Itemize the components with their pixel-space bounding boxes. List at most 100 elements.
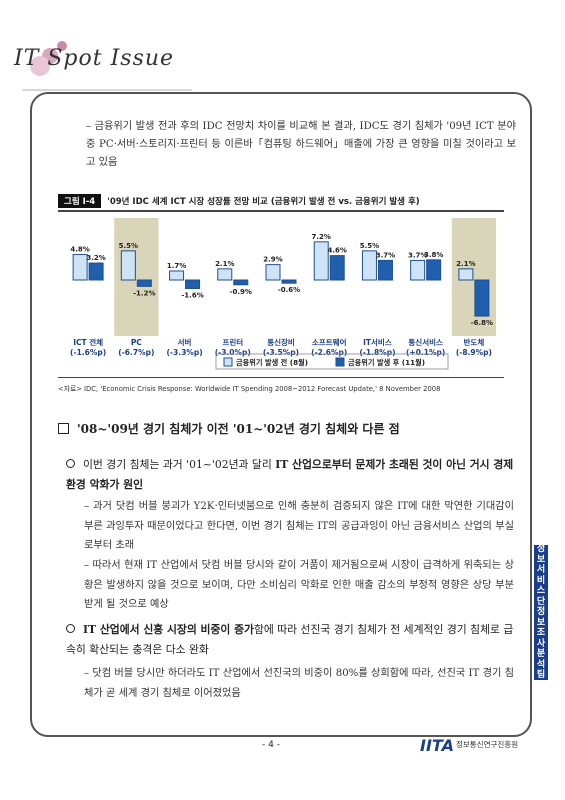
category-label: 프린터 <box>222 337 243 347</box>
section-heading-text: '08~'09년 경기 침체가 이전 '01~'02년 경기 침체와 다른 점 <box>77 422 400 436</box>
dash-3: – 닷컴 버블 당시만 하더라도 IT 산업에서 선진국의 비중이 80%를 상… <box>84 668 514 699</box>
dash-2: – 따라서 현재 IT 산업에서 닷컴 버블 당시와 같이 거품이 제거됨으로써… <box>84 560 514 610</box>
bar <box>458 268 474 281</box>
category-change: (+0.1%p) <box>406 348 445 357</box>
circle-bullet-icon <box>66 459 75 468</box>
side-tab-char: 정 <box>536 544 546 555</box>
point-1-bold: IT 산업으로부터 문제가 초래된 것이 아닌 거시 경제 환경 악화가 원인 <box>66 458 514 491</box>
data-label: 2.1% <box>456 260 475 268</box>
category-change: (-3.0%p) <box>215 348 251 357</box>
content-frame <box>30 92 532 737</box>
side-tab-char: 정 <box>536 607 546 618</box>
side-tab-char: 단 <box>536 596 546 607</box>
side-tab-char: 보 <box>536 554 546 565</box>
bar <box>377 259 393 281</box>
circle-bullet-icon <box>66 624 75 633</box>
side-tab-char: 스 <box>536 586 546 597</box>
category-label: 서버 <box>178 337 192 347</box>
category-change: (-1.6%p) <box>70 348 106 357</box>
figure-top-rule <box>58 210 504 212</box>
figure-caption: '09년 IDC 세계 ICT 시장 성장률 전망 비교 (금융위기 발생 전 … <box>107 197 420 207</box>
category-change: (-3.3%p) <box>166 348 202 357</box>
figure-title: 그림 Ⅰ-4 '09년 IDC 세계 ICT 시장 성장률 전망 비교 (금융위… <box>58 193 504 209</box>
side-tab-char: 사 <box>536 638 546 649</box>
data-label: 1.7% <box>167 262 186 270</box>
category-label: 통신장비 <box>267 337 295 347</box>
bar <box>185 279 201 289</box>
data-label: -1.6% <box>181 291 203 299</box>
category-change: (-1.8%p) <box>359 348 395 357</box>
category-label: 통신서비스 <box>408 337 443 347</box>
data-label: -0.9% <box>230 288 252 296</box>
side-tab-char: 서 <box>536 565 546 576</box>
figure-label: 그림 Ⅰ-4 <box>58 194 102 208</box>
category-change: (-2.6%p) <box>311 348 347 357</box>
dash-1: – 과거 닷컴 버블 붕괴가 Y2K·인터넷붐으로 인해 충분히 검증되지 않은… <box>84 501 514 551</box>
category-label: ICT 전체 <box>73 337 103 347</box>
bar <box>329 255 345 281</box>
point-1-text: 이번 경기 침체는 과거 '01~'02년과 달리 <box>83 458 276 471</box>
figure-bottom-rule <box>58 377 504 378</box>
point-2: IT 산업에서 신흥 시장의 비중이 증가함에 따라 선진국 경기 침체가 전 … <box>66 620 514 660</box>
side-tab-char: 분 <box>536 649 546 660</box>
data-label: 3.8% <box>424 251 443 259</box>
data-label: 7.2% <box>312 233 331 241</box>
data-label: -0.6% <box>278 286 300 294</box>
category-change: (-8.9%p) <box>456 348 492 357</box>
logo-text: IT Spot Issue <box>14 46 175 71</box>
legend-box <box>215 353 449 370</box>
bar <box>426 259 442 281</box>
bar <box>120 250 136 281</box>
bar <box>281 279 297 284</box>
data-label: 4.6% <box>328 247 347 255</box>
bar <box>313 241 329 281</box>
data-label: 2.1% <box>215 260 234 268</box>
data-label: 3.2% <box>86 254 105 262</box>
bar <box>361 250 377 281</box>
bar <box>233 279 249 286</box>
legend-label: 금융위기 발생 전 (8월) <box>236 358 308 367</box>
footer-logo: IITA <box>420 736 454 755</box>
footer-org: 정보통신연구진흥원 <box>456 740 519 749</box>
section-heading: '08~'09년 경기 침체가 이전 '01~'02년 경기 침체와 다른 점 <box>58 420 400 437</box>
bar <box>136 279 152 287</box>
growth-comparison-chart: 4.8%3.2% ICT 전체(-1.6%p) 5.5% -1.2% PC(-6.7%p… <box>70 218 496 370</box>
square-bullet-icon <box>58 423 69 434</box>
intro-paragraph: – 금융위기 발생 전과 후의 IDC 전망치 차이를 비교해 본 결과, ID… <box>86 121 516 168</box>
side-tab-char: 비 <box>536 575 546 586</box>
bar <box>265 264 281 281</box>
point-1: 이번 경기 침체는 과거 '01~'02년과 달리 IT 산업으로부터 문제가 … <box>66 455 514 495</box>
bar <box>217 268 233 281</box>
legend-swatch <box>223 357 233 367</box>
data-label: -6.8% <box>471 319 493 327</box>
figure-source: <자료> IDC, 'Economic Crisis Response: Wor… <box>58 385 441 393</box>
category-label: PC <box>131 338 142 347</box>
legend-label: 금융위기 발생 후 (11월) <box>348 358 425 367</box>
category-label: 반도체 <box>464 337 485 347</box>
legend-swatch <box>335 357 345 367</box>
point-2-bold: IT 산업에서 신흥 시장의 비중이 증가 <box>83 623 254 636</box>
bar <box>410 259 426 281</box>
data-label: -1.2% <box>133 289 155 297</box>
bar <box>72 254 88 281</box>
side-tab-char: 조 <box>536 628 546 639</box>
bar <box>88 262 104 281</box>
side-tab-char: 보 <box>536 617 546 628</box>
data-label: 3.7% <box>376 251 395 259</box>
point-2-text: 함에 따라 선진국 경기 침체가 전 세계적인 경기 침체로 급속히 확산되는 … <box>66 623 514 656</box>
data-label: 4.8% <box>70 246 89 254</box>
data-label: 2.9% <box>263 256 282 264</box>
bar <box>474 279 490 317</box>
page-number: - 4 - <box>262 740 280 750</box>
bar <box>169 270 185 281</box>
category-label: 소프트웨어 <box>312 337 347 347</box>
logo-decoration-icon <box>22 41 192 91</box>
side-tab-char: 석 <box>536 659 546 670</box>
category-change: (-6.7%p) <box>118 348 154 357</box>
data-label: 5.5% <box>360 242 379 250</box>
category-change: (-3.5%p) <box>263 348 299 357</box>
data-label: 5.5% <box>119 242 138 250</box>
category-label: IT서비스 <box>363 337 392 347</box>
data-label: 3.7% <box>408 251 427 259</box>
